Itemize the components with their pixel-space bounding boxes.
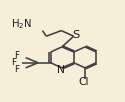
Text: Cl: Cl: [78, 77, 89, 87]
Text: S: S: [72, 30, 79, 40]
Text: F: F: [14, 51, 20, 60]
Text: H$_2$N: H$_2$N: [11, 17, 32, 31]
Text: F: F: [14, 65, 20, 74]
Text: F: F: [11, 58, 16, 67]
Text: N: N: [57, 65, 65, 75]
